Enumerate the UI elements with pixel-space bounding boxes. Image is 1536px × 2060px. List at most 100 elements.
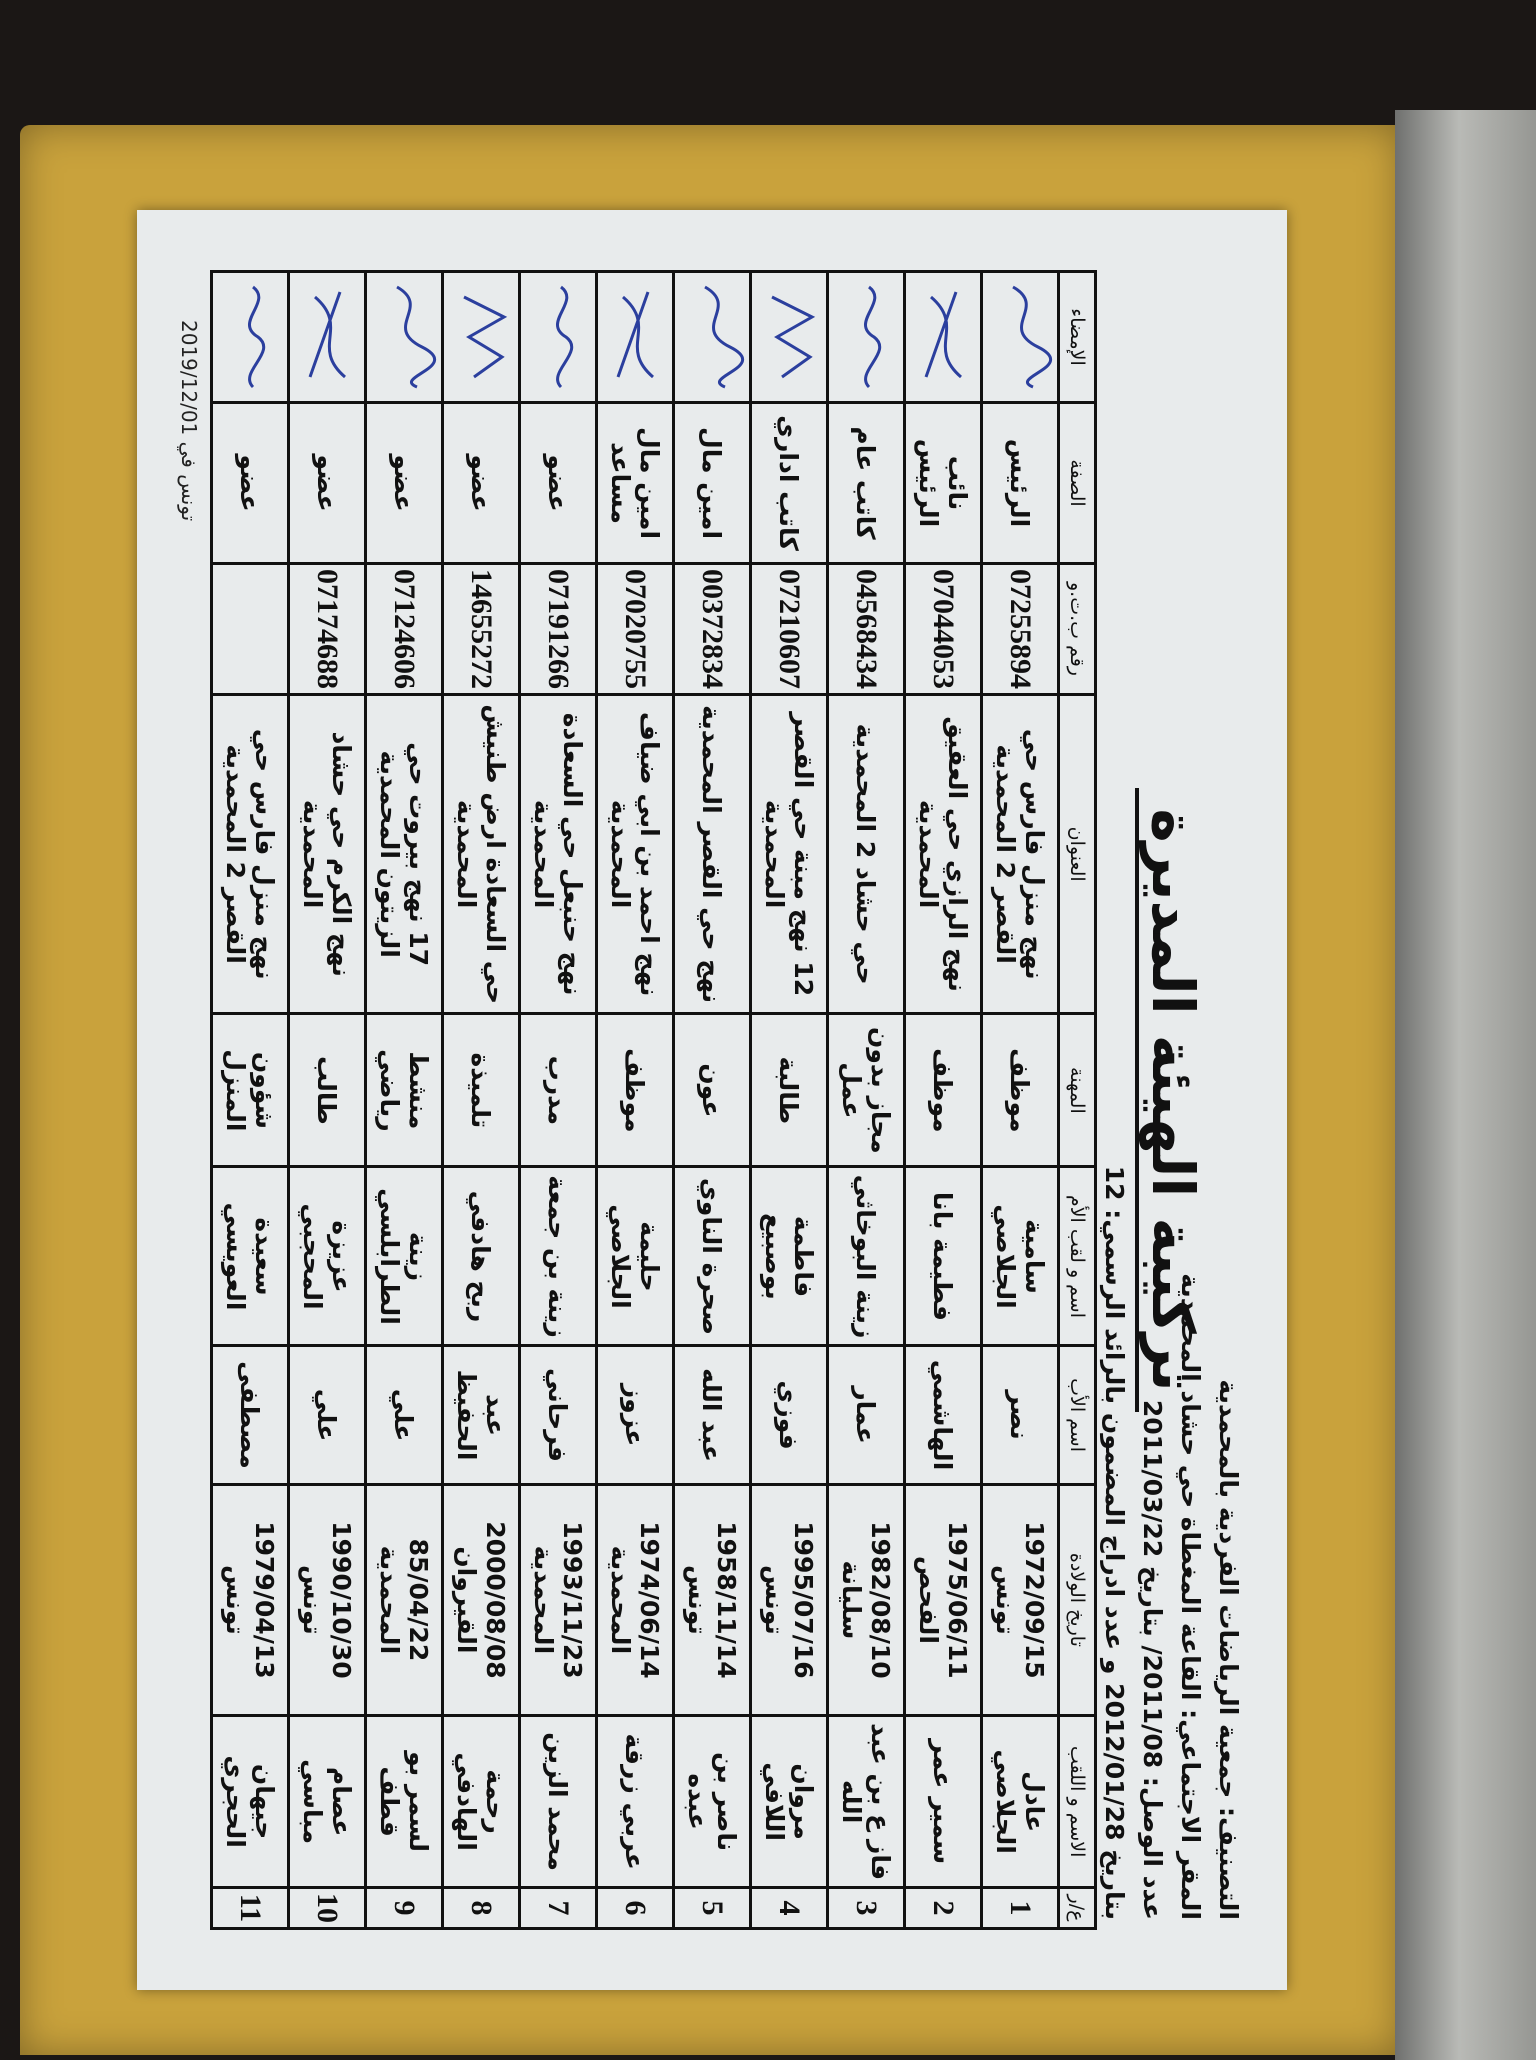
table-cell: نهج الرازي حي العقيق المحمدية xyxy=(904,694,982,1014)
table-cell: 10 xyxy=(288,1887,366,1929)
table-cell: 1972/09/15 تونس xyxy=(981,1484,1059,1716)
column-header: اسم و لقب الأم xyxy=(1058,1166,1096,1346)
table-cell: موظف xyxy=(596,1013,674,1167)
column-header: اسم الأب xyxy=(1058,1345,1096,1485)
table-cell: عضو xyxy=(442,402,520,564)
table-cell: 1975/06/11 الفحص xyxy=(904,1484,982,1716)
table-cell: 1982/08/10 سليانة xyxy=(827,1484,905,1716)
table-cell: عضو xyxy=(365,402,443,564)
table-cell: نهج حي القصر المحمدية xyxy=(673,694,751,1014)
signature-cell xyxy=(673,271,751,403)
handwritten-signature xyxy=(248,285,266,389)
handwritten-signature xyxy=(1012,285,1053,389)
column-header: المهنة xyxy=(1058,1013,1096,1167)
signature-cell xyxy=(827,271,905,403)
signature-cell xyxy=(288,271,366,403)
table-cell: زينة البوخاثي xyxy=(827,1166,905,1346)
table-row: 2 سمير عمر 1975/06/11 الفحص الهاشمي فطيمة با… xyxy=(904,271,982,1929)
table-cell: تلميذة xyxy=(442,1013,520,1167)
table-cell: شؤون المنزل xyxy=(211,1013,289,1167)
signature-cell xyxy=(365,271,443,403)
table-cell: امين مال xyxy=(673,402,751,564)
table-cell: نهج حنبعل حي السعادة المحمدية xyxy=(519,694,597,1014)
table-cell: نائب الرئيس xyxy=(904,402,982,564)
table-cell: نهج منزل فارس حي القصر 2 المحمدية xyxy=(211,694,289,1014)
signature-cell xyxy=(750,271,828,403)
signature-cell xyxy=(442,271,520,403)
table-cell: 2000/08/08 القيروان xyxy=(442,1484,520,1716)
plastic-sleeve xyxy=(1395,110,1536,2060)
table-cell: مجاز بدون عمل xyxy=(827,1013,905,1167)
table-cell: موظف xyxy=(904,1013,982,1167)
table-cell: عون xyxy=(673,1013,751,1167)
table-cell: حليمة الجلاصي xyxy=(596,1166,674,1346)
table-row: 7 محمد الزين 1993/11/23 المحمدية فرحاني زينة… xyxy=(519,271,597,1929)
table-cell: صحرة الناوي xyxy=(673,1166,751,1346)
table-cell: 12 نهج مبنة حي القصر المحمدية xyxy=(750,694,828,1014)
table-cell: 04568434 xyxy=(827,563,905,695)
header-line: التصنيف: جمعية الرياضات الفردية بالمحمدي… xyxy=(1214,1379,1243,1920)
handwritten-signature xyxy=(864,285,882,389)
column-header: ع/ر xyxy=(1058,1887,1096,1929)
table-row: 3 فاز ع بن عبد الله 1982/08/10 سليانة عمار ز… xyxy=(827,271,905,1929)
table-cell: فاطمة بوصبيع xyxy=(750,1166,828,1346)
table-cell: 07191266 xyxy=(519,563,597,695)
table-cell: عزيزة المحجبي xyxy=(288,1166,366,1346)
table-cell: رحمة الهادفي xyxy=(442,1715,520,1888)
signature-cell xyxy=(981,271,1059,403)
handwritten-signature xyxy=(616,291,654,379)
handwritten-signature xyxy=(463,295,508,379)
table-cell: الهاشمي xyxy=(904,1345,982,1485)
table-row: 6 عربي زرقة 1974/06/14 المحمدية عزوز حليمة ا… xyxy=(596,271,674,1929)
table-row: 9 لسمر بو قطف 85/04/22 المحمدية علي زينة الط… xyxy=(365,271,443,1929)
table-cell: 8 xyxy=(442,1887,520,1929)
table-cell: 5 xyxy=(673,1887,751,1929)
signature-cell xyxy=(596,271,674,403)
document-date: تونس في 2019/12/01 xyxy=(177,320,201,522)
table-cell: علي xyxy=(365,1345,443,1485)
column-header: الإمضاء xyxy=(1058,271,1096,403)
header-line: بتاريخ 2012/01/28 و عدد ادراج المضمون با… xyxy=(1100,1165,1129,1920)
signature-cell xyxy=(904,271,982,403)
table-cell: 07044053 xyxy=(904,563,982,695)
signature-cell xyxy=(519,271,597,403)
table-cell: عضو xyxy=(211,402,289,564)
handwritten-signature xyxy=(771,295,816,379)
table-cell: منشط رياضي xyxy=(365,1013,443,1167)
table-row: 1 عادل الجلاصي 1972/09/15 تونس نصر سامية الج… xyxy=(981,271,1059,1929)
column-header: الصفة xyxy=(1058,402,1096,564)
table-cell: موظف xyxy=(981,1013,1059,1167)
table-cell: 6 xyxy=(596,1887,674,1929)
table-cell: عمار xyxy=(827,1345,905,1485)
table-cell: سامية الجلاصي xyxy=(981,1166,1059,1346)
table-cell: 07020755 xyxy=(596,563,674,695)
table-cell: 3 xyxy=(827,1887,905,1929)
table-cell: 2 xyxy=(904,1887,982,1929)
table-row: 11 جيهان الحجري 1979/04/13 تونس مصطفى سعيدة … xyxy=(211,271,289,1929)
table-cell: كاتب اداري xyxy=(750,402,828,564)
table-cell: 11 xyxy=(211,1887,289,1929)
table-cell: الرئيس xyxy=(981,402,1059,564)
table-cell: عصام مباسي xyxy=(288,1715,366,1888)
table-cell: 1958/11/14 تونس xyxy=(673,1484,751,1716)
table-cell: نهج منزل فارس حي القصر 2 المحمدية xyxy=(981,694,1059,1014)
table-cell: فطيمة بانا xyxy=(904,1166,982,1346)
column-header: العنوان xyxy=(1058,694,1096,1014)
table-cell: كاتب عام xyxy=(827,402,905,564)
table-row: 10 عصام مباسي 1990/10/30 تونس علي عزيزة المح… xyxy=(288,271,366,1929)
handwritten-signature xyxy=(924,291,962,379)
table-cell: 1993/11/23 المحمدية xyxy=(519,1484,597,1716)
document-page: التصنيف: جمعية الرياضات الفردية بالمحمدي… xyxy=(137,210,1287,1990)
table-cell: ربح هادفي xyxy=(442,1166,520,1346)
table-row: 4 مروان اللافي 1995/07/16 تونس فوزي فاطمة بو… xyxy=(750,271,828,1929)
table-cell: نهج احمد بن ابي ضياف المحمدية xyxy=(596,694,674,1014)
table-cell: 7 xyxy=(519,1887,597,1929)
table-cell: 07255894 xyxy=(981,563,1059,695)
table-cell: 9 xyxy=(365,1887,443,1929)
table-cell: طالبة xyxy=(750,1013,828,1167)
table-cell: طالب xyxy=(288,1013,366,1167)
table-cell: عزوز xyxy=(596,1345,674,1485)
table-cell: 1 xyxy=(981,1887,1059,1929)
column-header: تاريخ الولادة xyxy=(1058,1484,1096,1716)
handwritten-signature xyxy=(556,285,574,389)
